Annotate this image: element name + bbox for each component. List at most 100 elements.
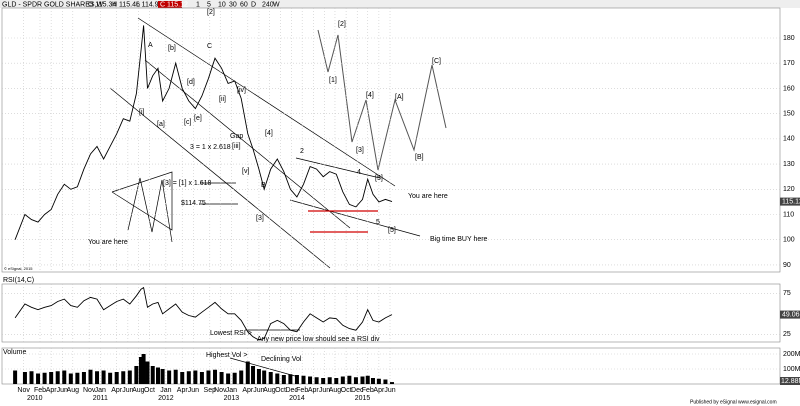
volume-bar — [121, 371, 126, 384]
x-tick-label: Jun — [188, 387, 199, 394]
x-tick-label: Oct — [144, 387, 155, 394]
volume-bar — [294, 375, 299, 384]
volume-bar — [173, 369, 178, 384]
y-tick-label: 170 — [783, 60, 795, 67]
volume-bar — [347, 375, 352, 384]
annotation: [a] — [157, 121, 165, 128]
y-tick-label: 180 — [783, 35, 795, 42]
volume-bar — [268, 372, 273, 384]
symbol: GLD - SPDR GOLD SHARES,W — [2, 1, 104, 8]
last-price-box — [780, 197, 800, 206]
y-tick-label: 75 — [783, 290, 791, 297]
rsi-line — [14, 286, 393, 341]
annotation: 5 — [376, 219, 380, 226]
year-label: 2014 — [289, 395, 305, 402]
annotation: [d] — [187, 79, 195, 86]
x-tick-label: Feb — [296, 387, 308, 394]
volume-bar — [141, 354, 146, 384]
x-tick-label: Nov — [17, 387, 30, 394]
volume-bar — [308, 376, 313, 384]
price-panel — [1, 7, 781, 273]
annotation: [C] — [432, 58, 441, 65]
projection — [377, 64, 447, 171]
x-tick-label: Aug — [132, 387, 145, 394]
x-tick-label: Jun — [57, 387, 68, 394]
annotation: 4 — [357, 169, 361, 176]
y-tick-label: 160 — [783, 85, 795, 92]
y-tick-label: 100M — [783, 366, 800, 373]
volume-bar — [262, 370, 267, 384]
x-tick-label: Dec — [285, 387, 298, 394]
last-volume: 12.88M — [781, 378, 800, 385]
last-volume-box — [780, 377, 800, 385]
y-tick-label: 200M — [783, 351, 800, 358]
x-tick-label: Jan — [226, 387, 237, 394]
last-rsi-box — [780, 310, 800, 319]
triangle — [111, 171, 173, 231]
zigzag — [127, 177, 173, 243]
close-box — [158, 1, 182, 8]
annotation: [A] — [395, 94, 404, 101]
volume-bar — [365, 375, 370, 384]
volume-bar — [134, 366, 139, 384]
year-label: 2011 — [93, 395, 108, 402]
annotation: [ii] — [219, 96, 226, 103]
volume-bar — [206, 370, 211, 384]
x-tick-label: Jun — [253, 387, 264, 394]
volume-bar — [370, 378, 375, 384]
year-label: 2015 — [355, 395, 371, 402]
volume-bar — [353, 377, 358, 384]
close: C 115.12 — [160, 1, 188, 8]
volume-bar — [68, 373, 73, 384]
volume-bar — [219, 372, 224, 384]
x-tick-label: Feb — [34, 387, 46, 394]
annotation: Any new price low should see a RSI div — [257, 336, 380, 343]
annotation: [i] — [139, 109, 145, 116]
site: www.esignal.com — [738, 399, 777, 405]
volume-bar — [251, 366, 256, 384]
volume-bar — [13, 370, 18, 384]
annotation: [v] — [242, 168, 249, 175]
volume-bar — [275, 373, 280, 384]
annotation: [5] — [375, 175, 383, 182]
annotation: [3] — [256, 215, 264, 222]
volume-bar — [62, 370, 67, 384]
high: H 115.46 — [112, 1, 140, 8]
annotation: Lowest RSI > — [210, 330, 252, 337]
x-tick-label: Jan — [160, 387, 171, 394]
volume-bar — [288, 374, 293, 384]
volume-bar — [213, 369, 218, 384]
channel-line — [109, 87, 331, 269]
annotation: You are here — [408, 193, 448, 200]
annotation: [c] — [184, 119, 191, 126]
x-tick-label: Nov — [214, 387, 227, 394]
volume-bar — [95, 371, 100, 384]
vol-line — [229, 357, 296, 377]
last-price: 115.12 — [782, 198, 800, 205]
x-tick-label: Aug — [329, 387, 342, 394]
x-tick-label: Jun — [319, 387, 330, 394]
volume-bar — [301, 375, 306, 384]
open: O 115.34 — [88, 1, 116, 8]
y-tick-label: 110 — [783, 211, 794, 218]
x-tick-label: Apr — [242, 387, 254, 394]
annotation: [iv] — [237, 87, 246, 94]
volume-bar — [29, 371, 34, 384]
x-tick-label: Apr — [177, 387, 189, 394]
volume-bar — [321, 378, 326, 384]
volume-bar — [340, 376, 345, 384]
rsi-title: RSI(14,C) — [3, 277, 34, 284]
annotation: C — [207, 43, 212, 50]
x-tick-label: Apr — [46, 387, 58, 394]
annotation: [2] — [338, 21, 346, 28]
annotation: A — [148, 42, 153, 49]
volume-bar — [360, 376, 365, 384]
volume-bar — [42, 372, 47, 384]
x-tick-label: Jun — [122, 387, 133, 394]
volume-bar — [167, 370, 172, 384]
volume-bar — [186, 371, 191, 384]
annotation: [iii] — [232, 143, 241, 150]
annotation: $114.75 — [181, 200, 206, 207]
volume-bar — [180, 372, 185, 384]
annotation: Big time BUY here — [430, 236, 488, 243]
